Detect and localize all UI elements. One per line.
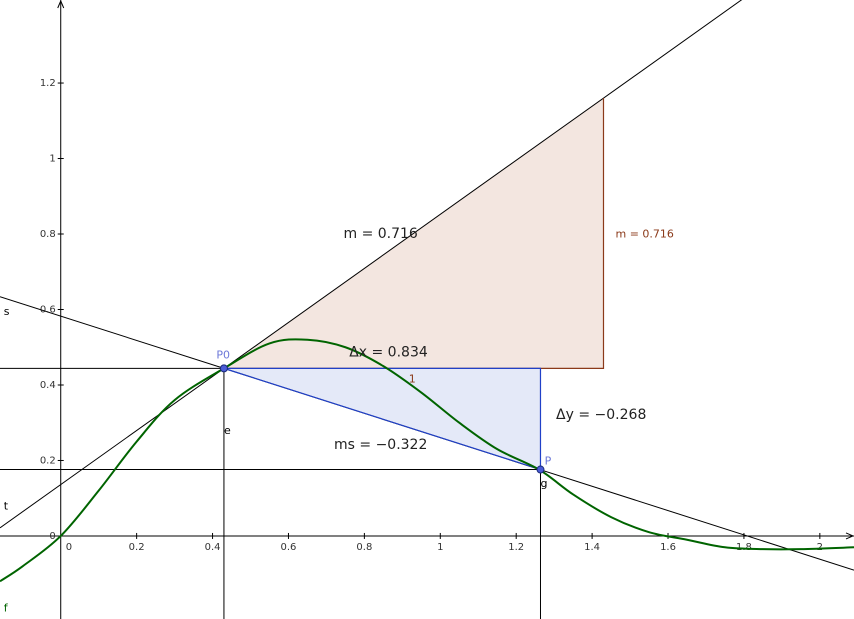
tangent-line-t[interactable]	[0, 0, 854, 529]
point-label: P	[545, 454, 552, 467]
fill-layer	[223, 98, 604, 470]
x-tick-label: 0.6	[281, 542, 297, 553]
y-tick-label: 0.6	[40, 305, 56, 316]
object-label: f	[4, 601, 9, 614]
points-layer[interactable]	[219, 364, 545, 474]
x-tick-label: 0	[66, 542, 72, 553]
point-p[interactable]	[536, 465, 545, 474]
y-tick-label: 0.2	[40, 455, 56, 466]
x-tick-label: 1	[437, 542, 443, 553]
slope-rise-label: m = 0.716	[615, 227, 673, 240]
y-tick-label: 0	[49, 531, 55, 542]
x-tick-label: 1.8	[736, 542, 752, 553]
y-tick-label: 1	[49, 154, 55, 165]
x-tick-label: 1.6	[660, 542, 676, 553]
point-p0[interactable]	[219, 364, 228, 373]
annotation-label: Δy = −0.268	[556, 407, 646, 423]
secant-triangle-outline	[223, 367, 542, 471]
point-label: P0	[216, 349, 230, 362]
y-tick-label: 0.8	[40, 229, 56, 240]
x-tick-label: 1.2	[508, 542, 524, 553]
x-tick-label: 0.8	[356, 542, 372, 553]
y-axis-arrow-icon	[57, 0, 65, 9]
x-tick-label: 2	[817, 542, 823, 553]
y-tick-label: 1.2	[40, 78, 56, 89]
object-label: s	[4, 305, 10, 318]
curve-layer	[0, 338, 854, 583]
annotation-label: Δx = 0.834	[349, 345, 428, 361]
annotation-label: m = 0.716	[343, 226, 417, 242]
object-label: e	[224, 424, 231, 437]
object-label: t	[4, 500, 9, 513]
x-tick-label: 0.4	[205, 542, 221, 553]
curve-f[interactable]	[0, 338, 854, 583]
x-tick-label: 0.2	[129, 542, 145, 553]
y-tick-label: 0.4	[40, 380, 56, 391]
text-layer: m = 0.716 Δx = 0.834 Δy = −0.268 ms = −0.32…	[4, 226, 674, 615]
slope-run-label: 1	[409, 372, 416, 385]
x-tick-label: 1.4	[584, 542, 600, 553]
x-axis-arrow-icon	[845, 532, 854, 540]
object-label: g	[540, 477, 547, 490]
annotation-label: ms = −0.322	[334, 437, 427, 453]
